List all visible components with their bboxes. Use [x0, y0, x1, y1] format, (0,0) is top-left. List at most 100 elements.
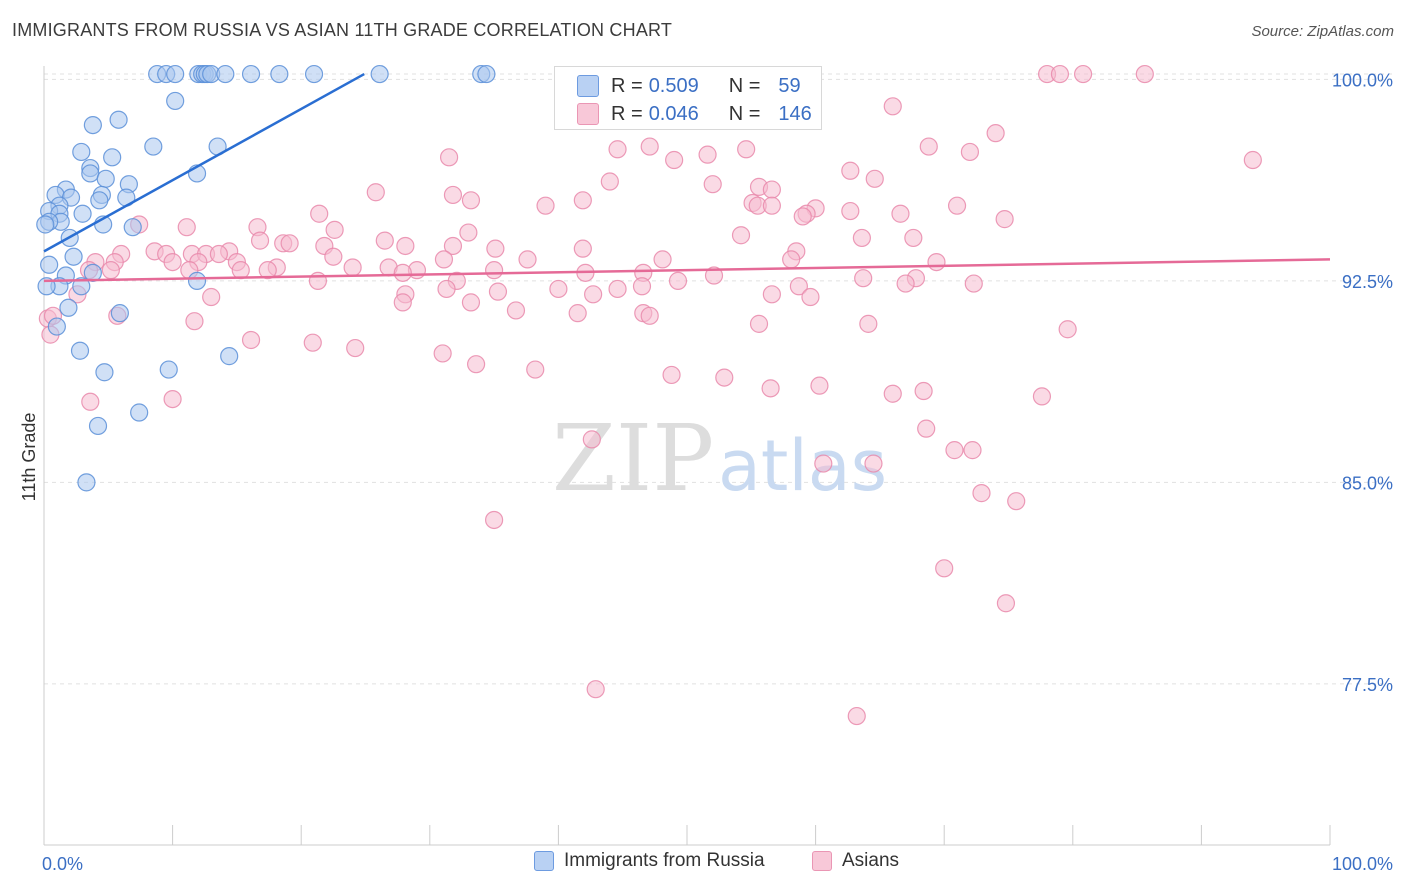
point-asians: [972, 484, 991, 503]
point-russia: [166, 91, 185, 111]
point-asians: [960, 142, 980, 162]
legend-item-asians[interactable]: Asians: [812, 850, 899, 872]
point-asians: [859, 314, 878, 333]
point-russia: [144, 137, 163, 156]
point-asians: [761, 379, 780, 398]
point-asians: [996, 594, 1016, 613]
point-asians: [715, 368, 734, 387]
r-value: 0.509: [648, 74, 699, 97]
point-russia: [77, 473, 96, 492]
point-asians: [632, 277, 652, 296]
source-label: Source: ZipAtlas.com: [1251, 23, 1394, 40]
point-russia: [72, 142, 91, 162]
x-tick-label: 100.0%: [1332, 854, 1393, 874]
legend-swatch-pink: [577, 103, 599, 125]
point-asians: [789, 277, 808, 296]
legend-swatch-blue: [577, 75, 599, 97]
point-asians: [81, 392, 100, 411]
point-asians: [459, 223, 478, 242]
point-asians: [461, 293, 481, 312]
point-asians: [485, 510, 504, 530]
tick-labels: 100.0% 92.5% 85.0% 77.5% 0.0% 100.0%: [42, 70, 1393, 874]
point-asians: [185, 312, 204, 331]
point-asians: [177, 218, 196, 237]
point-asians: [1243, 150, 1262, 170]
r-value: 0.046: [648, 102, 699, 125]
point-asians: [1073, 64, 1093, 84]
point-asians: [935, 559, 954, 578]
data-points: [36, 64, 1262, 726]
point-asians: [640, 306, 659, 325]
point-asians: [919, 137, 938, 156]
point-asians: [841, 201, 860, 221]
point-asians: [486, 239, 505, 258]
point-asians: [437, 279, 456, 299]
point-asians: [963, 441, 982, 460]
point-asians: [608, 279, 627, 299]
point-russia: [90, 191, 109, 210]
point-asians: [762, 196, 781, 215]
x-tick-label: 0.0%: [42, 854, 83, 874]
point-asians: [163, 252, 182, 272]
point-asians: [662, 365, 681, 385]
point-asians: [864, 454, 883, 473]
point-asians: [231, 261, 250, 280]
point-asians: [964, 274, 983, 293]
point-asians: [1135, 64, 1154, 84]
point-russia: [70, 341, 90, 360]
point-asians: [917, 419, 936, 438]
point-asians: [731, 226, 751, 245]
point-asians: [847, 706, 866, 726]
point-asians: [584, 285, 603, 304]
point-asians: [782, 250, 801, 269]
legend-item-russia[interactable]: Immigrants from Russia: [534, 850, 765, 872]
point-russia: [73, 204, 92, 223]
point-russia: [110, 304, 129, 323]
point-asians: [466, 355, 486, 374]
point-asians: [396, 236, 415, 256]
point-asians: [280, 234, 299, 253]
chart-title: IMMIGRANTS FROM RUSSIA VS ASIAN 11TH GRA…: [12, 20, 673, 40]
point-asians: [526, 360, 545, 379]
point-asians: [439, 148, 459, 167]
point-russia: [187, 271, 207, 290]
n-value: 146: [778, 102, 812, 125]
legend-row-asians: R = 0.046 N = 146: [577, 101, 812, 127]
point-russia: [59, 298, 78, 317]
point-asians: [762, 180, 781, 199]
y-axis-label: 11th Grade: [19, 413, 39, 502]
point-asians: [665, 150, 684, 170]
legend-label: Asians: [842, 850, 900, 871]
point-asians: [841, 161, 860, 180]
point-russia: [270, 64, 289, 84]
point-asians: [488, 282, 508, 301]
point-asians: [737, 140, 756, 159]
point-asians: [865, 169, 884, 188]
point-russia: [130, 403, 149, 422]
point-asians: [608, 140, 627, 159]
point-asians: [582, 430, 601, 449]
point-asians: [101, 261, 120, 280]
n-label: N =: [728, 74, 761, 97]
point-asians: [600, 172, 619, 191]
point-asians: [883, 384, 902, 403]
point-asians: [536, 196, 555, 215]
point-asians: [904, 228, 923, 248]
point-asians: [375, 231, 394, 250]
point-asians: [343, 258, 362, 277]
point-russia: [220, 347, 239, 366]
point-asians: [163, 389, 182, 409]
point-russia: [81, 164, 100, 183]
point-asians: [698, 145, 717, 164]
trend-line-russia: [43, 72, 365, 253]
point-russia: [109, 110, 128, 129]
point-asians: [303, 333, 322, 352]
point-asians: [1050, 64, 1070, 84]
n-label: N =: [728, 102, 761, 125]
y-tick-label: 100.0%: [1332, 70, 1393, 90]
point-asians: [250, 231, 270, 250]
watermark-zip: ZIP: [552, 405, 714, 512]
point-asians: [640, 137, 659, 156]
watermark: ZIP atlas: [552, 405, 887, 512]
point-russia: [103, 148, 122, 167]
